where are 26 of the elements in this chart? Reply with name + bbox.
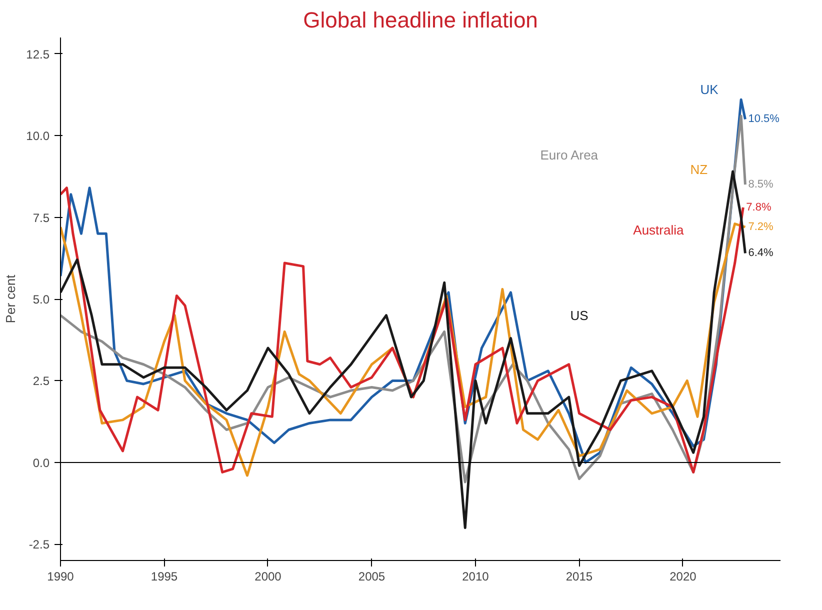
x-tick-label: 2005 [358, 570, 386, 584]
data-label: 7.2% [748, 221, 774, 234]
text: US [570, 308, 589, 324]
data-label: 10.5% [748, 113, 780, 126]
data-label: 8.5% [748, 178, 774, 191]
y-tick-label: 2.5 [32, 374, 50, 388]
y-tick-label: 7.5 [32, 210, 50, 225]
text: Euro Area [540, 148, 599, 163]
x-tick-label: 1990 [47, 570, 74, 584]
x-tick-label: 2000 [254, 570, 282, 584]
x-tick-label: 1995 [150, 570, 178, 584]
y-tick-label: 5.0 [32, 292, 50, 306]
y-tick-label: 0.0 [32, 456, 50, 470]
text: Australia [633, 222, 684, 238]
data-label: 6.4% [748, 247, 774, 260]
x-tick-label: 2020 [670, 570, 697, 584]
y-tick-label: 12.5 [26, 47, 50, 62]
y-axis-title: Per cent [3, 274, 18, 324]
chart-title: Global headline inflation [303, 8, 538, 32]
data-label: 7.8% [746, 201, 772, 214]
y-tick-label: -2.5 [28, 538, 50, 552]
x-tick-label: 2015 [566, 570, 593, 584]
y-tick-label: 10.0 [26, 129, 50, 144]
series-label: UK [700, 82, 719, 98]
x-tick-label: 2010 [462, 570, 490, 584]
text: NZ [690, 162, 708, 178]
